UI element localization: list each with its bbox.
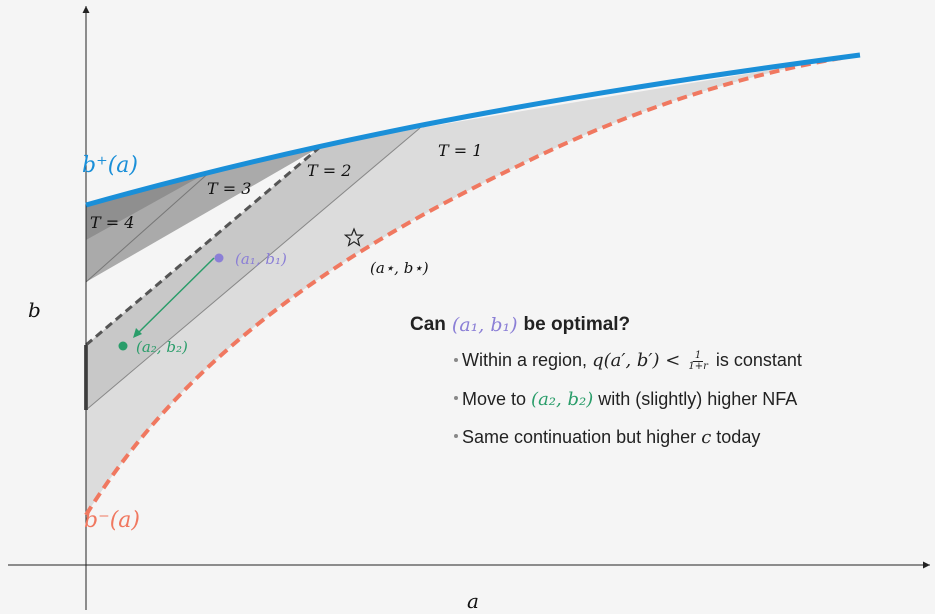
region-label-t4: T = 4 [90,213,134,232]
region-t1 [86,55,860,515]
lower-curve-label: b⁻(a) [84,508,140,533]
bullet-2-pre: Move to [462,388,527,409]
x-axis-label: a [467,589,479,613]
region-label-t1: T = 1 [438,141,482,160]
bullet-2-post: with (slightly) higher NFA [598,388,798,409]
point-a2-b2 [118,341,128,351]
note-bullet-3: Same continuation but higher c today [410,418,930,456]
region-t3 [86,147,320,282]
region-label-t2: T = 2 [307,161,351,180]
note-title-prefix: Can [410,314,446,335]
fraction: 1 1+r [688,349,708,372]
x-axis-arrow [923,561,930,569]
upper-curve [85,52,861,208]
bullet-2-math: (a₂, b₂) [531,388,594,410]
point-a1-b1 [214,253,224,263]
star-icon [343,227,365,247]
note-bullet-1: Within a region, q(a′, b′) < 1 1+r is co… [410,342,930,380]
fraction-numerator: 1 [692,349,704,362]
region-t4 [86,170,212,240]
point-a2-b2-label: (a₂, b₂) [136,338,188,356]
region-boundary-1 [85,127,421,411]
region-label-t3: T = 3 [207,179,251,198]
note-title-suffix: be optimal? [523,314,631,335]
bullet-1-math: q(a′, b′) < [592,350,681,372]
bullet-dot-icon [454,358,458,362]
move-arrowhead [133,328,142,338]
bullet-dot-icon [454,396,458,400]
bullet-3-pre: Same continuation but higher [462,426,697,447]
bullet-3-post: today [716,426,761,447]
bullet-dot-icon [454,434,458,438]
upper-curve-label: b⁺(a) [82,153,138,178]
region-boundary-3 [85,169,213,283]
bullet-3-math: c [701,426,712,448]
fraction-denominator: 1+r [688,360,708,372]
bullet-1-pre: Within a region, [462,350,588,371]
y-axis-label: b [28,298,41,322]
note-box: Can (a₁, b₁) be optimal? Within a region… [410,308,930,456]
note-title-math: (a₁, b₁) [451,314,518,336]
lower-curve [84,53,861,517]
note-title: Can (a₁, b₁) be optimal? [410,308,930,342]
bullet-1-post: is constant [715,350,802,371]
star-label: (a⋆, b⋆) [370,259,429,277]
point-a1-b1-label: (a₁, b₁) [235,250,287,268]
y-axis-arrow [82,6,90,13]
move-arrow [136,257,215,335]
note-bullet-2: Move to (a₂, b₂) with (slightly) higher … [410,380,930,418]
